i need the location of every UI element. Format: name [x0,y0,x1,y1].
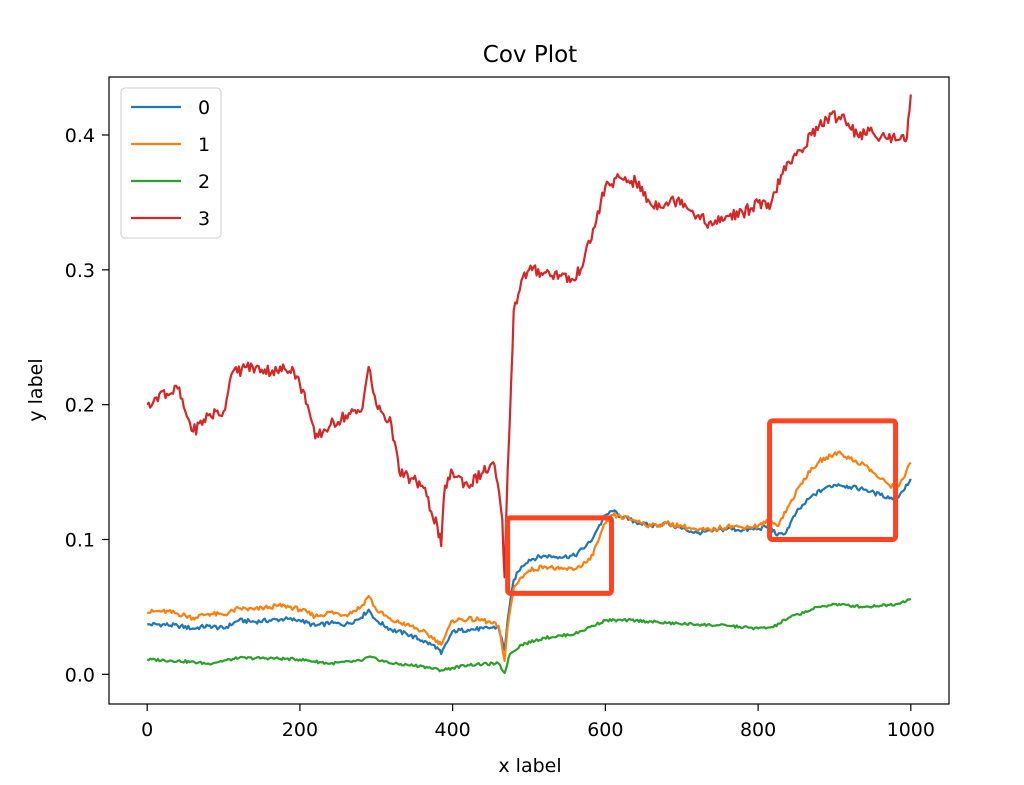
series-line-0 [147,478,912,656]
y-axis-label: y label [25,358,47,421]
y-tick-label: 0.0 [65,664,95,686]
x-axis-label: x label [498,755,561,777]
chart-title: Cov Plot [483,42,577,68]
y-tick-label: 0.4 [65,125,95,147]
y-tick-label: 0.2 [65,395,95,417]
highlight-box-1 [505,515,614,596]
legend-box [120,87,222,239]
x-tick-label: 600 [587,719,623,741]
plot-area [108,76,950,705]
x-tick-label: 200 [282,719,318,741]
legend-label-series-0: 0 [198,97,210,119]
axes-frame [108,76,950,705]
y-axis-ticks: 0.0 0.1 0.2 0.3 0.4 [65,125,109,686]
y-tick-label: 0.1 [65,529,95,551]
series-line-3 [146,94,912,579]
annotation-layer [505,418,899,596]
series-line-2 [146,597,912,675]
highlight-box-2 [767,418,899,542]
x-tick-label: 400 [435,719,471,741]
y-tick-label: 0.3 [65,260,95,282]
x-tick-label: 1000 [887,719,935,741]
x-tick-label: 0 [141,719,153,741]
series-line-1 [146,450,912,662]
x-axis-ticks: 0 200 400 600 800 1000 [141,704,935,741]
legend: 0 1 2 3 [120,87,222,239]
legend-label-series-3: 3 [198,208,210,230]
series-layer [146,94,912,675]
legend-label-series-1: 1 [198,134,210,156]
legend-label-series-2: 2 [198,171,210,193]
x-tick-label: 800 [740,719,776,741]
